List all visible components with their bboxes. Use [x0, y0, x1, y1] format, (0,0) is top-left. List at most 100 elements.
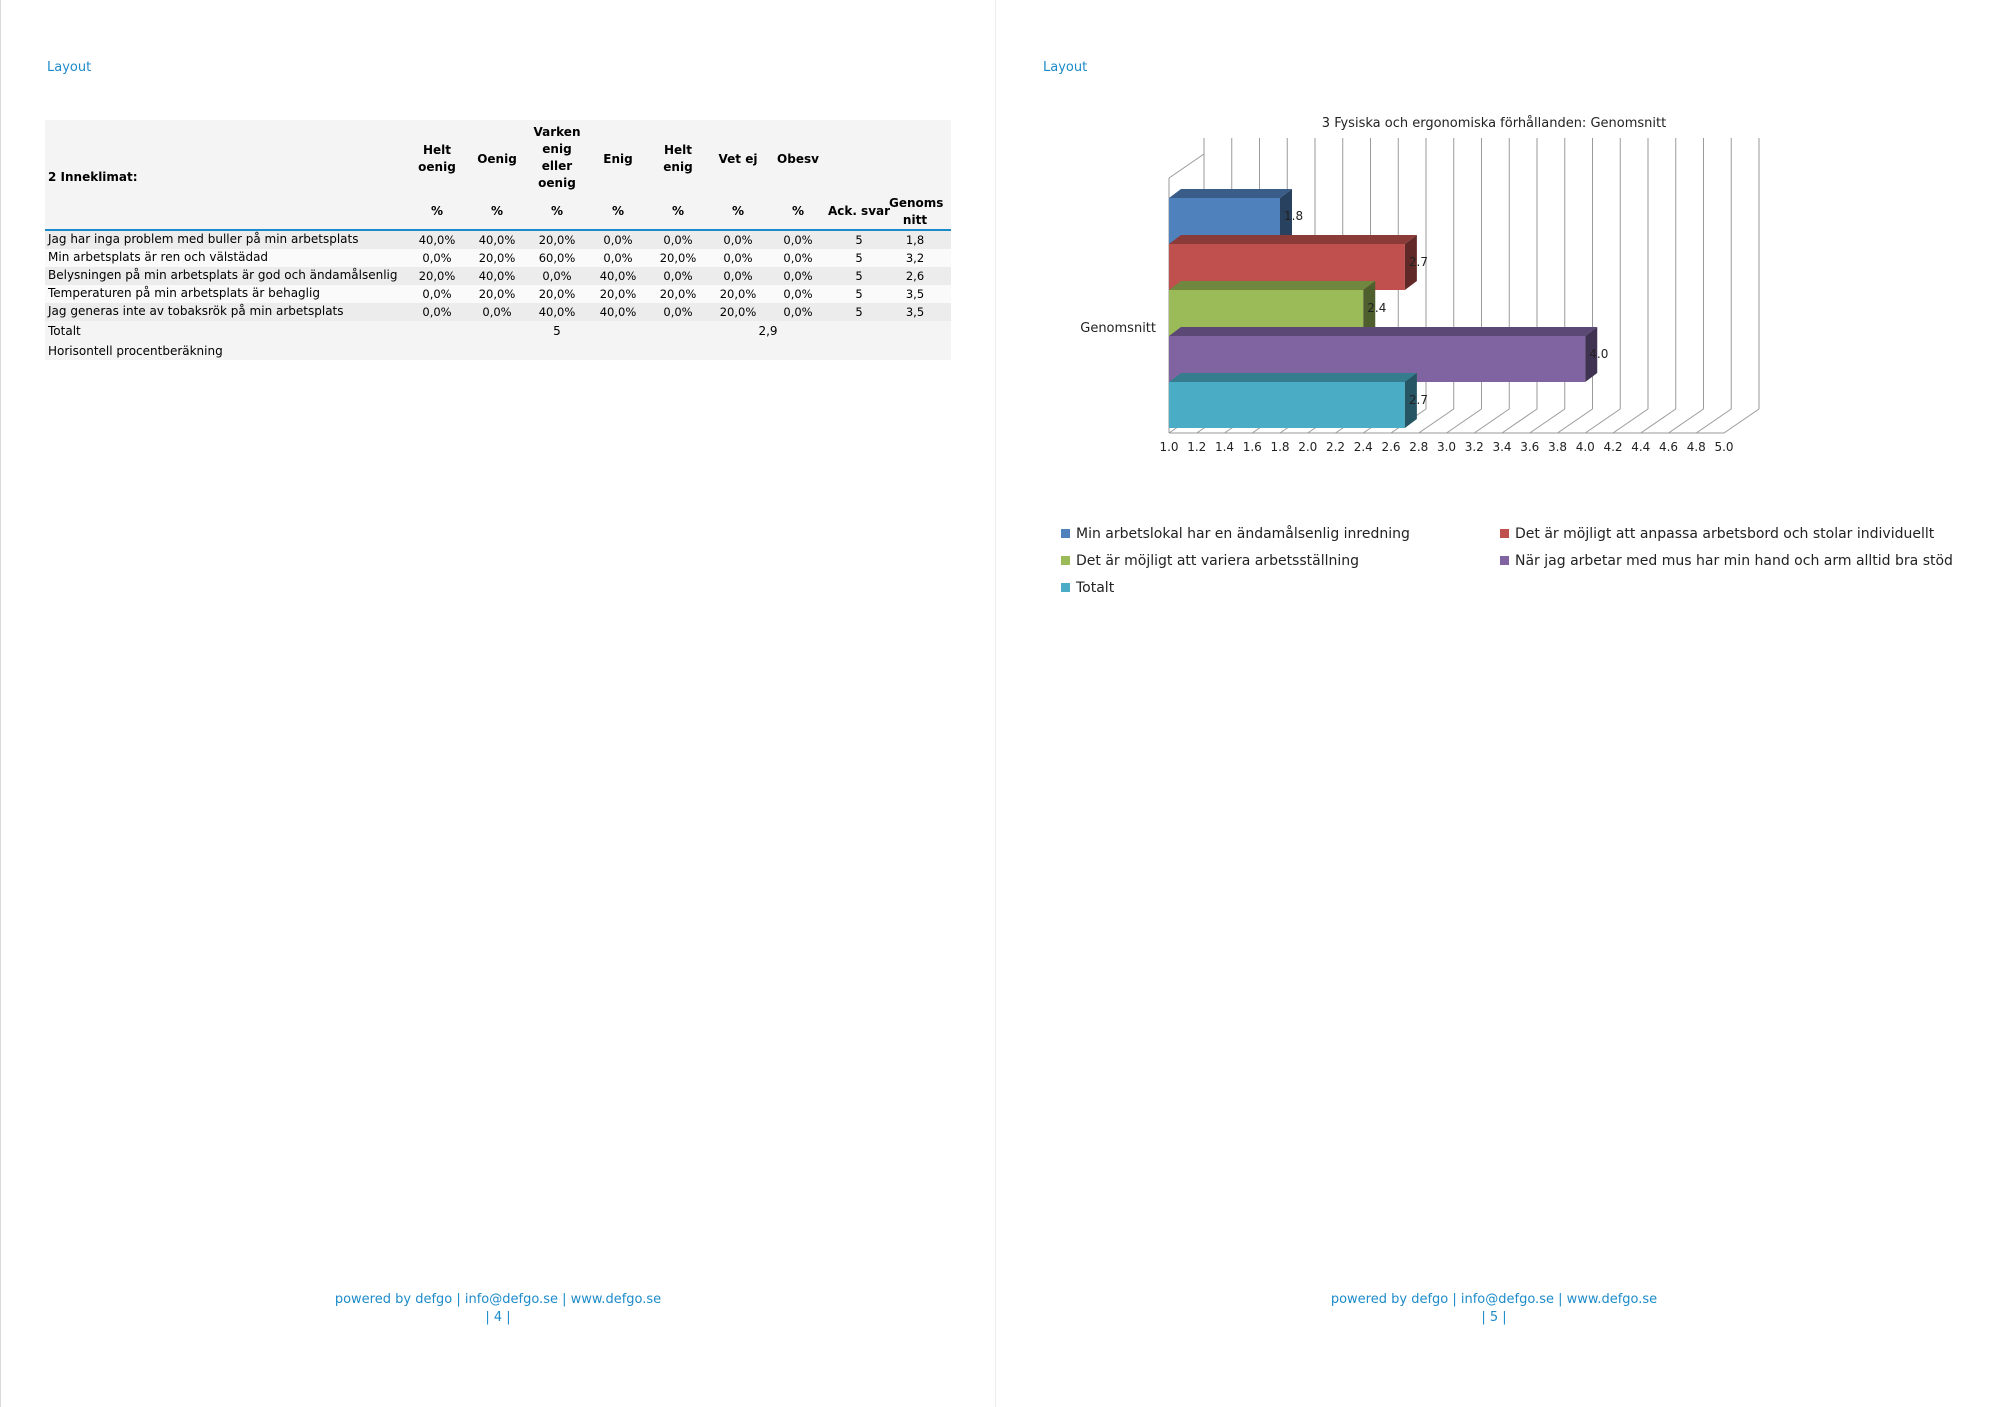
- x-tick-label: 1.0: [1159, 440, 1178, 454]
- footer-credit: powered by defgo | info@defgo.se | www.d…: [334, 1292, 662, 1307]
- legend-swatch: [1061, 583, 1070, 592]
- x-tick-label: 4.8: [1687, 440, 1706, 454]
- x-tick-label: 4.4: [1631, 440, 1650, 454]
- page-header-layout: Layout: [1043, 60, 1088, 75]
- row-percent-cell: 40,0%: [599, 305, 637, 319]
- bar-data-label: 1.8: [1284, 209, 1303, 223]
- col-header-oenig: Oenig: [477, 152, 517, 166]
- floor-gridline: [1723, 408, 1760, 434]
- x-tick-label: 2.8: [1409, 440, 1428, 454]
- bar-side-face: [1280, 189, 1292, 244]
- x-tick-label: 5.0: [1714, 440, 1733, 454]
- x-tick-label: 1.4: [1215, 440, 1234, 454]
- report-page-4: Layout 2 Inneklimat: Helt oenig Oenig Va…: [0, 0, 996, 1407]
- footer-page-number: | 4 |: [485, 1310, 511, 1325]
- col-header-helt-enig: Helt enig: [663, 143, 693, 174]
- row-percent-cell: 0,0%: [663, 233, 693, 247]
- row-percent-cell: 0,0%: [422, 287, 452, 301]
- row-percent-cell: 0,0%: [603, 251, 633, 265]
- row-percent-cell: 0,0%: [542, 269, 572, 283]
- pct-label: %: [671, 204, 685, 218]
- row-percent-cell: 0,0%: [723, 269, 753, 283]
- legend-swatch: [1061, 529, 1070, 538]
- row-average: 1,8: [905, 233, 925, 247]
- row-percent-cell: 20,0%: [659, 287, 697, 301]
- row-percent-cell: 0,0%: [783, 269, 813, 283]
- legend-item: Det är möjligt att variera arbetsställni…: [1061, 553, 1359, 569]
- legend-label: Det är möjligt att variera arbetsställni…: [1076, 553, 1360, 569]
- row-percent-cell: 0,0%: [663, 305, 693, 319]
- floor-gridline: [1473, 408, 1510, 434]
- survey-table: 2 Inneklimat: Helt oenig Oenig Varken en…: [45, 120, 951, 360]
- bar-top-face: [1169, 189, 1292, 198]
- x-tick-label: 3.0: [1437, 440, 1456, 454]
- row-percent-cell: 40,0%: [478, 269, 516, 283]
- floor-gridline: [1612, 408, 1649, 434]
- row-percent-cell: 20,0%: [719, 287, 757, 301]
- row-percent-cell: 0,0%: [663, 269, 693, 283]
- legend-label: Min arbetslokal har en ändamålsenlig inr…: [1076, 526, 1410, 542]
- row-percent-cell: 40,0%: [538, 305, 576, 319]
- row-percent-cell: 0,0%: [723, 233, 753, 247]
- floor-gridline: [1446, 408, 1482, 434]
- bar-top-face: [1169, 281, 1376, 290]
- bar-data-label: 4.0: [1589, 347, 1608, 361]
- floor-gridline: [1640, 408, 1677, 434]
- total-average: 2,9: [758, 324, 778, 338]
- floor-gridline: [1668, 408, 1704, 434]
- legend-item: När jag arbetar med mus har min hand och…: [1500, 553, 1953, 569]
- floor-gridline: [1501, 408, 1538, 434]
- row-percent-cell: 0,0%: [783, 251, 813, 265]
- row-percent-cell: 60,0%: [538, 251, 576, 265]
- row-average: 3,5: [905, 305, 925, 319]
- floor-gridline: [1529, 408, 1566, 434]
- bar-side-face: [1363, 281, 1376, 336]
- table-row: Jag generas inte av tobaksrök på min arb…: [45, 303, 951, 321]
- row-percent-cell: 40,0%: [478, 233, 516, 247]
- footer-credit: powered by defgo | info@defgo.se | www.d…: [1330, 1292, 1658, 1307]
- bar-top-face: [1169, 235, 1417, 244]
- footer-page-number: | 5 |: [1481, 1310, 1507, 1325]
- pct-label: %: [430, 204, 444, 218]
- col-header-vet-ej: Vet ej: [718, 152, 758, 166]
- floor-gridline: [1695, 408, 1732, 434]
- pct-label: %: [611, 204, 625, 218]
- row-percent-cell: 0,0%: [723, 251, 753, 265]
- row-percent-cell: 0,0%: [422, 251, 452, 265]
- legend-label: Totalt: [1076, 580, 1115, 596]
- x-tick-label: 4.0: [1576, 440, 1595, 454]
- row-percent-cell: 20,0%: [599, 287, 637, 301]
- row-average: 3,2: [905, 251, 925, 265]
- legend-item: Totalt: [1061, 580, 1114, 596]
- x-tick-label: 3.4: [1492, 440, 1511, 454]
- x-tick-label: 2.4: [1354, 440, 1373, 454]
- total-count: 5: [553, 324, 561, 338]
- page-edge: [0, 0, 1, 1407]
- page-footer: powered by defgo | info@defgo.se | www.d…: [0, 1291, 996, 1327]
- legend-label: När jag arbetar med mus har min hand och…: [1515, 553, 1953, 569]
- row-ack-svar: 5: [855, 233, 863, 247]
- row-ack-svar: 5: [855, 287, 863, 301]
- floor-gridline: [1584, 408, 1621, 434]
- row-question: Temperaturen på min arbetsplats är behag…: [48, 286, 320, 300]
- row-percent-cell: 40,0%: [418, 233, 456, 247]
- x-tick-label: 3.8: [1548, 440, 1567, 454]
- x-tick-label: 2.2: [1326, 440, 1345, 454]
- row-percent-cell: 0,0%: [783, 287, 813, 301]
- x-tick-label: 3.2: [1465, 440, 1484, 454]
- table-row: Jag har inga problem med buller på min a…: [45, 231, 951, 249]
- bar-side-face: [1404, 373, 1417, 428]
- bar-front: [1169, 382, 1405, 428]
- row-percent-cell: 0,0%: [422, 305, 452, 319]
- row-percent-cell: 20,0%: [538, 233, 576, 247]
- report-page-5: Layout 3 Fysiska och ergonomiska förhåll…: [996, 0, 1992, 1407]
- legend-label: Det är möjligt att anpassa arbetsbord oc…: [1515, 526, 1935, 542]
- bar-data-label: 2.7: [1409, 255, 1428, 269]
- floor-gridline: [1557, 408, 1593, 434]
- total-label: Totalt: [48, 324, 81, 338]
- table-row: Temperaturen på min arbetsplats är behag…: [45, 285, 951, 303]
- row-question: Jag har inga problem med buller på min a…: [48, 232, 359, 246]
- row-percent-cell: 20,0%: [538, 287, 576, 301]
- legend-swatch: [1500, 529, 1509, 538]
- bar-data-label: 2.4: [1367, 301, 1386, 315]
